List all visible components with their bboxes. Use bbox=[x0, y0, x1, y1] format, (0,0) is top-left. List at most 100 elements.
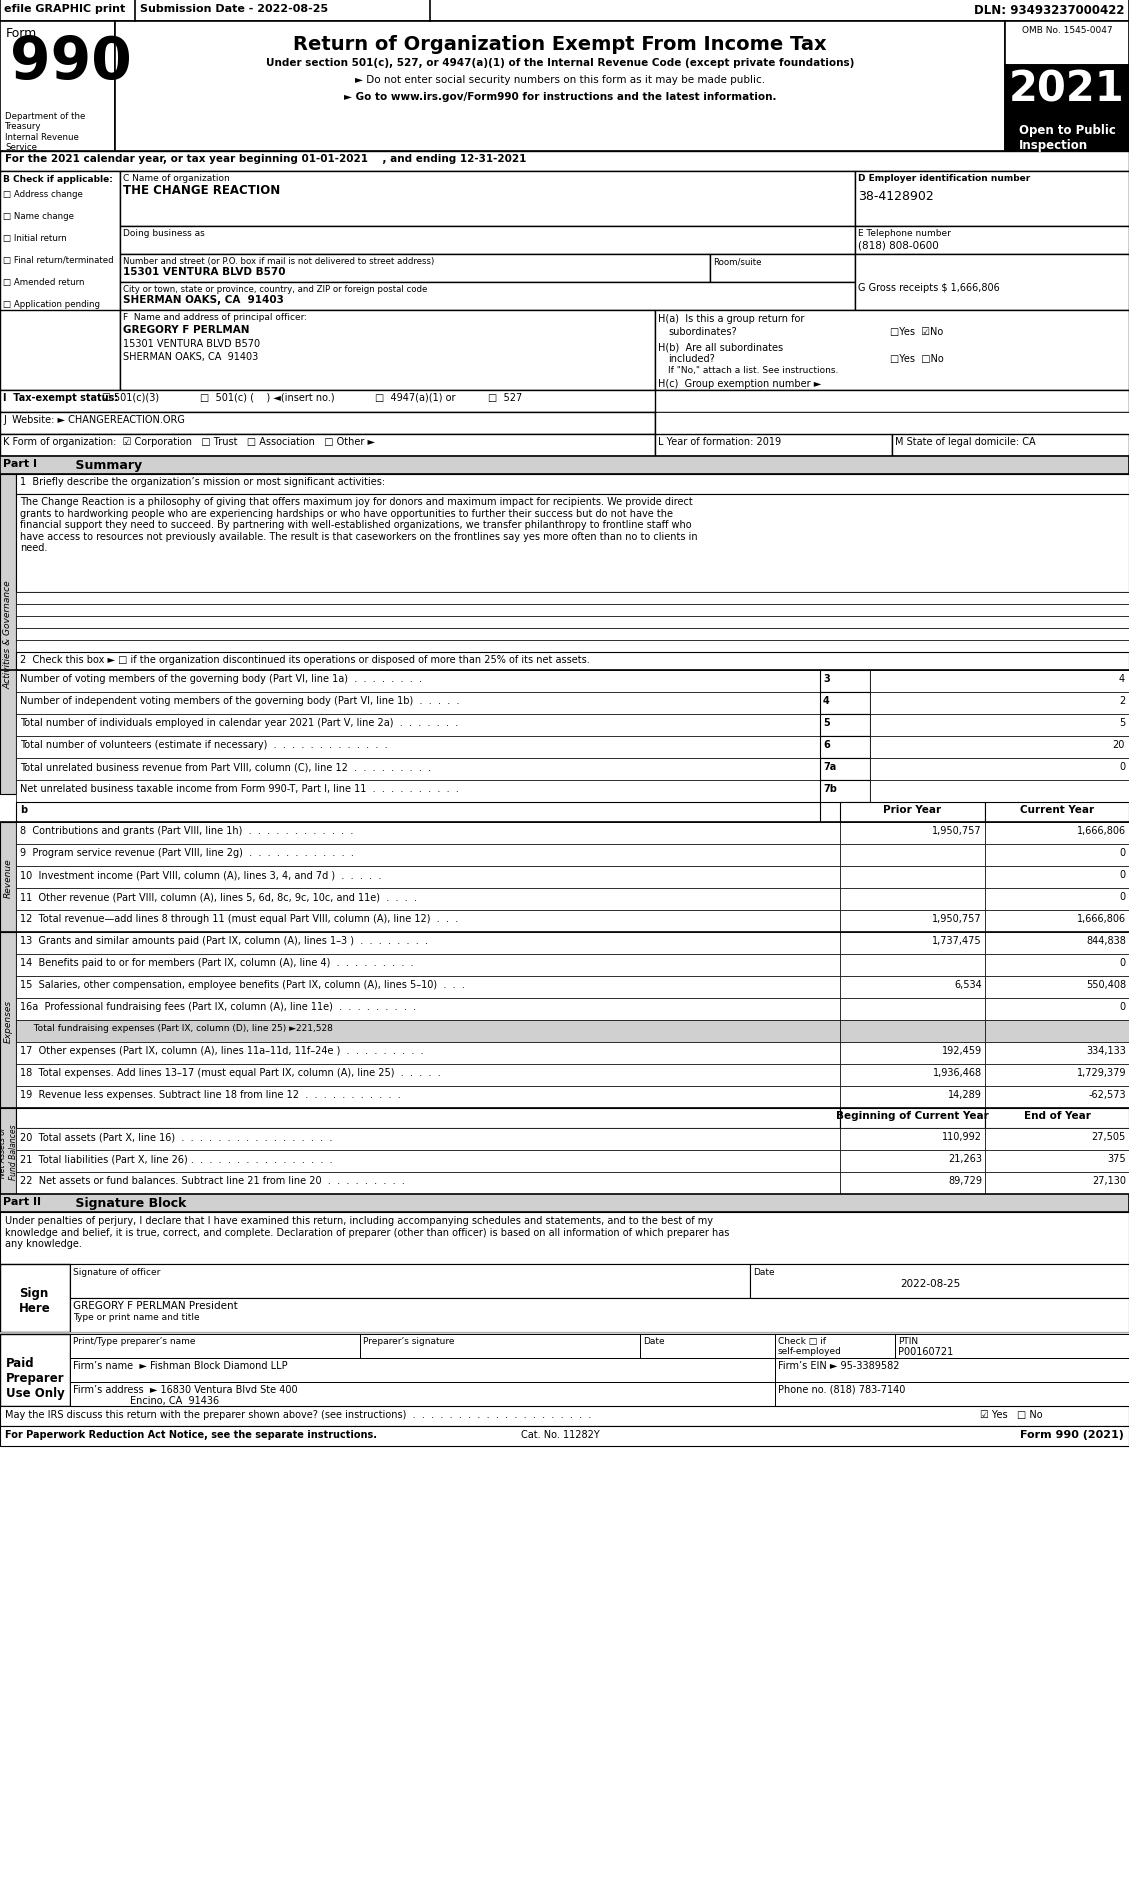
Text: Check □ if: Check □ if bbox=[778, 1336, 826, 1346]
Text: 20  Total assets (Part X, line 16)  .  .  .  .  .  .  .  .  .  .  .  .  .  .  . : 20 Total assets (Part X, line 16) . . . … bbox=[20, 1131, 332, 1140]
Text: □  527: □ 527 bbox=[488, 393, 523, 403]
Bar bbox=[115, 23, 1005, 152]
Text: Type or print name and title: Type or print name and title bbox=[73, 1312, 200, 1321]
Text: Beginning of Current Year: Beginning of Current Year bbox=[835, 1110, 988, 1120]
Bar bbox=[16, 1086, 840, 1108]
Text: M State of legal domicile: CA: M State of legal domicile: CA bbox=[895, 437, 1035, 446]
Bar bbox=[840, 977, 984, 999]
Bar bbox=[984, 954, 1129, 977]
Bar bbox=[16, 977, 840, 999]
Text: -62,573: -62,573 bbox=[1088, 1090, 1126, 1099]
Text: □ Address change: □ Address change bbox=[3, 190, 82, 199]
Bar bbox=[70, 1359, 774, 1381]
Bar bbox=[840, 932, 984, 954]
Text: Submission Date - 2022-08-25: Submission Date - 2022-08-25 bbox=[140, 4, 329, 13]
Text: Under section 501(c), 527, or 4947(a)(1) of the Internal Revenue Code (except pr: Under section 501(c), 527, or 4947(a)(1)… bbox=[265, 58, 855, 68]
Bar bbox=[70, 1299, 1129, 1332]
Text: Room/suite: Room/suite bbox=[714, 256, 761, 265]
Bar bbox=[774, 1381, 1129, 1406]
Bar bbox=[360, 1334, 640, 1359]
Bar bbox=[0, 1334, 70, 1406]
Text: 8  Contributions and grants (Part VIII, line 1h)  .  .  .  .  .  .  .  .  .  .  : 8 Contributions and grants (Part VIII, l… bbox=[20, 826, 353, 836]
Bar bbox=[840, 1129, 984, 1150]
Bar bbox=[870, 715, 1129, 736]
Bar bbox=[0, 1108, 16, 1195]
Bar bbox=[16, 1020, 840, 1043]
Text: Under penalties of perjury, I declare that I have examined this return, includin: Under penalties of perjury, I declare th… bbox=[5, 1216, 729, 1248]
Text: ► Go to www.irs.gov/Form990 for instructions and the latest information.: ► Go to www.irs.gov/Form990 for instruct… bbox=[343, 92, 777, 102]
Text: 15301 VENTURA BLVD B570: 15301 VENTURA BLVD B570 bbox=[123, 267, 286, 277]
Bar bbox=[70, 1334, 360, 1359]
Bar bbox=[1005, 23, 1129, 66]
Text: 22  Net assets or fund balances. Subtract line 21 from line 20  .  .  .  .  .  .: 22 Net assets or fund balances. Subtract… bbox=[20, 1176, 405, 1186]
Text: 844,838: 844,838 bbox=[1086, 935, 1126, 945]
Text: G Gross receipts $ 1,666,806: G Gross receipts $ 1,666,806 bbox=[858, 282, 1000, 294]
Text: 21,263: 21,263 bbox=[948, 1154, 982, 1163]
Bar bbox=[16, 604, 1129, 617]
Text: Form: Form bbox=[6, 26, 37, 40]
Text: Number of voting members of the governing body (Part VI, line 1a)  .  .  .  .  .: Number of voting members of the governin… bbox=[20, 674, 422, 683]
Text: 19  Revenue less expenses. Subtract line 18 from line 12  .  .  .  .  .  .  .  .: 19 Revenue less expenses. Subtract line … bbox=[20, 1090, 401, 1099]
Text: Print/Type preparer’s name: Print/Type preparer’s name bbox=[73, 1336, 195, 1346]
Text: Firm’s EIN ► 95-3389582: Firm’s EIN ► 95-3389582 bbox=[778, 1361, 900, 1370]
Bar bbox=[870, 693, 1129, 715]
Bar bbox=[820, 736, 870, 758]
Text: 375: 375 bbox=[1108, 1154, 1126, 1163]
Bar bbox=[1005, 122, 1129, 152]
Text: ☑ Yes   □ No: ☑ Yes □ No bbox=[980, 1410, 1042, 1419]
Text: □  4947(a)(1) or: □ 4947(a)(1) or bbox=[375, 393, 455, 403]
Bar bbox=[774, 1359, 1129, 1381]
Bar bbox=[0, 1332, 1129, 1334]
Text: Net Assets or
Fund Balances: Net Assets or Fund Balances bbox=[0, 1124, 18, 1180]
Bar bbox=[840, 845, 984, 866]
Bar bbox=[840, 1086, 984, 1108]
Text: May the IRS discuss this return with the preparer shown above? (see instructions: May the IRS discuss this return with the… bbox=[5, 1410, 592, 1419]
Bar bbox=[984, 822, 1129, 845]
Bar bbox=[750, 1265, 1129, 1299]
Text: Revenue: Revenue bbox=[3, 858, 12, 898]
Text: DLN: 93493237000422: DLN: 93493237000422 bbox=[974, 4, 1124, 17]
Bar bbox=[840, 1043, 984, 1065]
Text: 110,992: 110,992 bbox=[942, 1131, 982, 1140]
Text: 1,950,757: 1,950,757 bbox=[933, 913, 982, 924]
Text: Expenses: Expenses bbox=[3, 999, 12, 1043]
Bar bbox=[984, 888, 1129, 911]
Text: □ Initial return: □ Initial return bbox=[3, 233, 67, 243]
Text: THE CHANGE REACTION: THE CHANGE REACTION bbox=[123, 184, 280, 198]
Bar bbox=[984, 1150, 1129, 1172]
Text: included?: included? bbox=[668, 354, 715, 363]
Text: self-employed: self-employed bbox=[778, 1346, 842, 1355]
Bar bbox=[0, 1212, 1129, 1265]
Bar bbox=[0, 412, 655, 435]
Text: Total number of individuals employed in calendar year 2021 (Part V, line 2a)  . : Total number of individuals employed in … bbox=[20, 717, 458, 728]
Text: 12  Total revenue—add lines 8 through 11 (must equal Part VIII, column (A), line: 12 Total revenue—add lines 8 through 11 … bbox=[20, 913, 458, 924]
Bar bbox=[16, 888, 840, 911]
Text: Phone no. (818) 783-7140: Phone no. (818) 783-7140 bbox=[778, 1385, 905, 1395]
Bar bbox=[16, 474, 1129, 495]
Bar bbox=[0, 474, 16, 794]
Bar bbox=[840, 888, 984, 911]
Bar bbox=[655, 311, 1129, 391]
Bar bbox=[895, 1334, 1129, 1359]
Text: 4: 4 bbox=[1119, 674, 1124, 683]
Text: Part II: Part II bbox=[3, 1197, 41, 1206]
Bar bbox=[16, 954, 840, 977]
Text: B Check if applicable:: B Check if applicable: bbox=[3, 175, 113, 184]
Bar bbox=[16, 715, 820, 736]
Text: 0: 0 bbox=[1119, 762, 1124, 772]
Bar bbox=[855, 171, 1129, 228]
Bar bbox=[840, 1150, 984, 1172]
Bar bbox=[820, 670, 870, 693]
Bar bbox=[855, 254, 1129, 311]
Text: Net unrelated business taxable income from Form 990-T, Part I, line 11  .  .  . : Net unrelated business taxable income fr… bbox=[20, 783, 458, 794]
Bar bbox=[774, 1334, 895, 1359]
Bar bbox=[840, 1108, 984, 1129]
Text: Cat. No. 11282Y: Cat. No. 11282Y bbox=[520, 1428, 599, 1440]
Bar bbox=[710, 254, 855, 282]
Bar bbox=[16, 593, 1129, 604]
Text: For Paperwork Reduction Act Notice, see the separate instructions.: For Paperwork Reduction Act Notice, see … bbox=[5, 1428, 377, 1440]
Bar bbox=[16, 1043, 840, 1065]
Text: 13  Grants and similar amounts paid (Part IX, column (A), lines 1–3 )  .  .  .  : 13 Grants and similar amounts paid (Part… bbox=[20, 935, 428, 945]
Bar bbox=[16, 495, 1129, 593]
Bar bbox=[984, 866, 1129, 888]
